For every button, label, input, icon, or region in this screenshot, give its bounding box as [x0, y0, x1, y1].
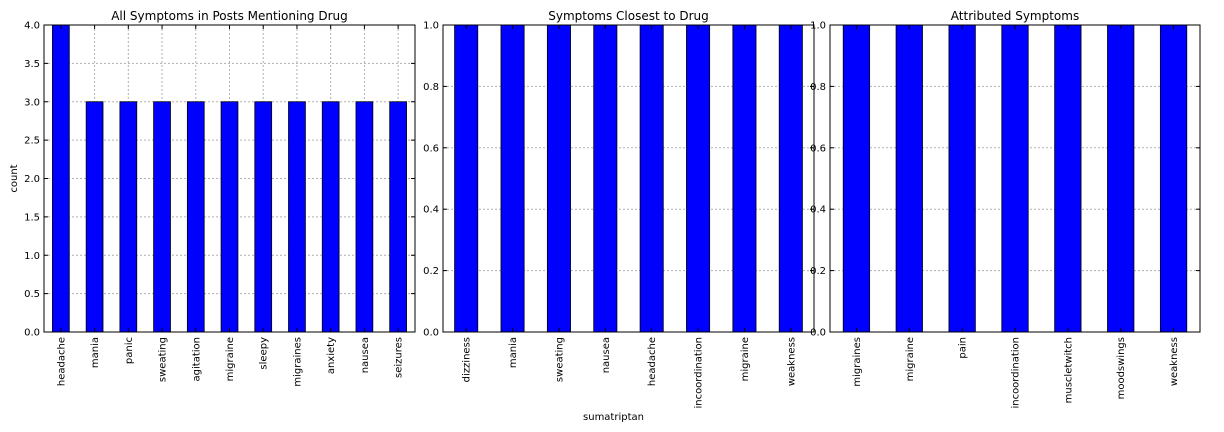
bar-headache [52, 24, 70, 333]
bar-weakness [778, 24, 803, 333]
x-tick-label-migraine: migraine [225, 337, 236, 381]
x-tick-label-migraine: migraine [740, 337, 751, 381]
chart-title: All Symptoms in Posts Mentioning Drug [111, 9, 348, 23]
x-tick-label-incoordination: incoordination [694, 337, 705, 409]
bar-mania [500, 24, 525, 333]
x-tick-label-dizziness: dizziness [462, 337, 473, 382]
bar-weakness [1159, 24, 1188, 333]
x-tick-label-sweating: sweating [554, 337, 565, 382]
y-tick-label: 0.0 [24, 328, 40, 339]
bar-sweating [546, 24, 571, 333]
x-tick-label-pain: pain [958, 337, 969, 359]
x-tick-label-panic: panic [124, 337, 135, 364]
x-tick-label-seizures: seizures [394, 337, 405, 378]
y-tick-label: 0.2 [810, 266, 826, 277]
y-tick-label: 1.0 [810, 21, 826, 32]
bar-anxiety [321, 101, 340, 333]
bar-muscletwitch [1054, 24, 1082, 333]
x-tick-label-incoordination: incoordination [1011, 337, 1022, 409]
x-tick-label-migraines: migraines [852, 337, 863, 387]
bar-nausea [593, 24, 618, 333]
y-tick-label: 0.0 [810, 328, 826, 339]
bar-nausea [355, 101, 374, 333]
x-tick-label-sleepy: sleepy [259, 337, 270, 370]
x-tick-label-migraine: migraine [905, 337, 916, 381]
x-tick-label-nausea: nausea [360, 337, 371, 373]
x-tick-label-headache: headache [56, 337, 67, 386]
y-tick-label: 3.5 [24, 59, 40, 70]
x-tick-label-sweating: sweating [158, 337, 169, 382]
axes-frame [442, 24, 815, 333]
bar-migraines [842, 24, 871, 333]
x-tick-label-moodswings: moodswings [1116, 337, 1127, 399]
bar-migraines [288, 101, 306, 333]
bar-sweating [153, 101, 171, 333]
x-tick-label-weakness: weakness [1169, 337, 1180, 386]
y-tick-label: 1.0 [24, 251, 40, 262]
x-tick-label-agitation: agitation [191, 337, 202, 381]
chart-title: Symptoms Closest to Drug [548, 9, 709, 23]
x-tick-label-weakness: weakness [786, 337, 797, 386]
x-axis-label: sumatriptan [583, 412, 644, 423]
y-tick-label: 0.6 [423, 143, 439, 154]
y-tick-label: 0.2 [423, 266, 439, 277]
bar-mania [85, 101, 104, 333]
x-tick-label-mania: mania [508, 337, 519, 368]
bar-migraine [220, 101, 239, 333]
y-tick-label: 0.4 [423, 205, 439, 216]
y-tick-label: 0.8 [423, 82, 439, 93]
x-tick-label-anxiety: anxiety [326, 337, 337, 374]
chart-title: Attributed Symptoms [951, 9, 1079, 23]
x-tick-label-headache: headache [647, 337, 658, 386]
y-tick-label: 1.0 [423, 21, 439, 32]
bar-seizures [389, 101, 407, 333]
x-tick-label-nausea: nausea [601, 337, 612, 373]
x-tick-label-migraines: migraines [292, 337, 303, 387]
y-tick-label: 0.8 [810, 82, 826, 93]
x-tick-label-muscletwitch: muscletwitch [1063, 337, 1074, 403]
y-tick-label: 4.0 [24, 21, 40, 32]
bar-pain [948, 24, 976, 333]
y-tick-label: 3.0 [24, 97, 40, 108]
bar-incoordination [686, 24, 711, 333]
bar-incoordination [1001, 24, 1029, 333]
bar-sleepy [254, 101, 273, 333]
y-tick-label: 0.6 [810, 143, 826, 154]
chart-panel-attributed-symptoms: 0.0 0.2 0.4 0.6 0.8 1.0 migraines migraine pain i… [810, 9, 1201, 409]
y-tick-label: 0.4 [810, 205, 826, 216]
x-tick-label-mania: mania [90, 337, 101, 368]
bar-headache [639, 24, 664, 333]
y-tick-label: 2.0 [24, 174, 40, 185]
bar-migraine [895, 24, 923, 333]
y-tick-label: 1.5 [24, 212, 40, 223]
y-tick-label: 2.5 [24, 136, 40, 147]
bar-moodswings [1107, 24, 1135, 333]
y-tick-label: 0.0 [423, 328, 439, 339]
bar-agitation [186, 101, 205, 333]
bar-dizziness [454, 24, 479, 333]
chart-panel-closest-symptoms: 0.0 0.2 0.4 0.6 0.8 1.0 dizziness mania sweating… [423, 9, 815, 423]
y-axis-label: count [9, 164, 20, 192]
bar-migraine [732, 24, 757, 333]
bar-panic [119, 101, 138, 333]
y-tick-label: 0.5 [24, 289, 40, 300]
chart-panel-all-symptoms: 0.0 0.5 1.0 1.5 2.0 2.5 3.0 3.5 4.0 headache mania… [9, 9, 416, 387]
